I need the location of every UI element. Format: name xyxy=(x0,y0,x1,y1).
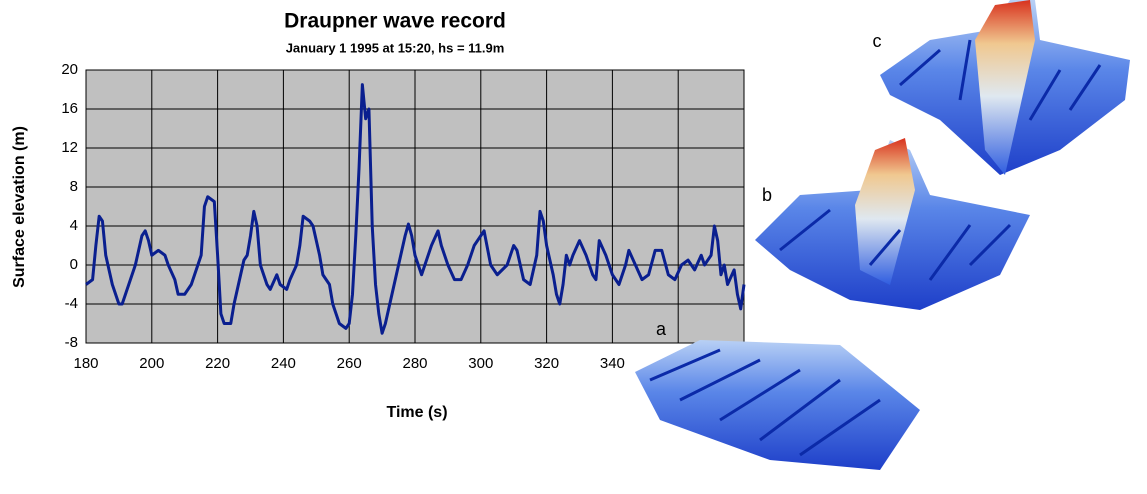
y-tick-label: 16 xyxy=(61,100,78,117)
plot: -8 -4 0 4 8 12 16 20 180 200 220 240 260 280 300 320 340… xyxy=(61,61,756,372)
panel-label: a xyxy=(656,319,667,339)
x-tick-label: 180 xyxy=(73,355,98,372)
x-axis-label: Time (s) xyxy=(386,404,447,421)
y-tick-label: -8 xyxy=(65,334,78,351)
y-tick-label: 8 xyxy=(70,178,78,195)
y-tick-label: 0 xyxy=(70,256,78,273)
wave-render-b xyxy=(755,138,1030,310)
x-tick-label: 340 xyxy=(600,355,625,372)
chart-title: Draupner wave record xyxy=(284,10,506,33)
x-tick-label: 200 xyxy=(139,355,164,372)
x-tick-label: 220 xyxy=(205,355,230,372)
panel-label: b xyxy=(762,185,772,205)
y-tick-label: 4 xyxy=(70,217,78,234)
x-tick-label: 240 xyxy=(271,355,296,372)
panel-label: c xyxy=(873,31,882,51)
wave-render-c xyxy=(880,0,1130,175)
chart-subtitle: January 1 1995 at 15:20, hs = 11.9m xyxy=(286,40,505,55)
y-tick-label: 12 xyxy=(61,139,78,156)
x-tick-label: 300 xyxy=(468,355,493,372)
y-tick-label: 20 xyxy=(61,61,78,78)
x-tick-label: 260 xyxy=(337,355,362,372)
y-tick-label: -4 xyxy=(65,295,78,312)
x-tick-label: 280 xyxy=(402,355,427,372)
x-tick-label: 320 xyxy=(534,355,559,372)
wave-line xyxy=(85,83,746,335)
y-axis-label: Surface elevation (m) xyxy=(11,126,28,288)
wave-render-a xyxy=(635,340,920,470)
